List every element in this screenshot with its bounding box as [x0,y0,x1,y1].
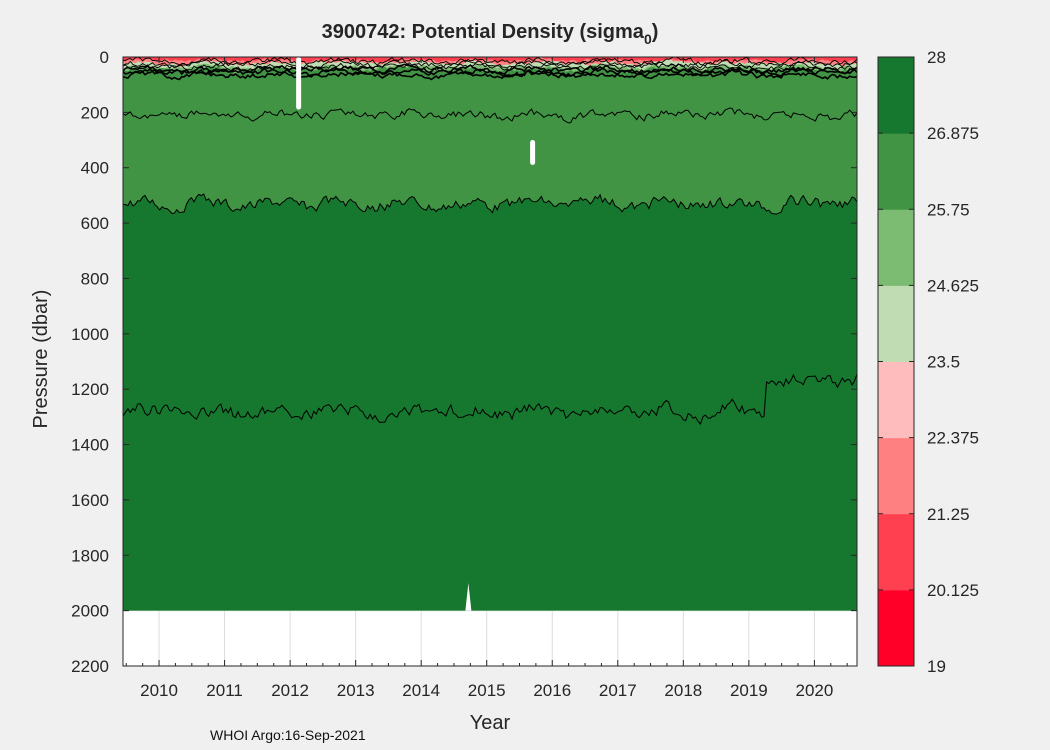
x-tick-label: 2010 [140,681,178,700]
surface-contour-line [122,58,858,69]
colorbar-tick-label: 22.375 [927,429,979,448]
surface-contour-line [122,56,858,67]
colorbar-segment [878,589,914,667]
plot-area [122,56,858,667]
x-tick-label: 2016 [533,681,571,700]
colorbar-tick-label: 21.25 [927,505,970,524]
x-tick-label: 2019 [730,681,768,700]
axes-box [122,56,858,667]
colorbar-tick-label: 24.625 [927,276,979,295]
surface-contour-line [122,68,858,81]
colorbar-segment [878,285,914,362]
y-tick-label: 600 [81,214,109,233]
y-tick-label: 1400 [71,436,109,455]
colorbar-segment [878,133,914,210]
data-gap [530,140,536,165]
y-tick-label: 1800 [71,546,109,565]
y-tick-label: 2000 [71,602,109,621]
colorbar-tick-label: 19 [927,657,946,676]
colorbar-segment [878,437,914,515]
footer-note: WHOI Argo:16-Sep-2021 [210,727,366,743]
colorbar-segment [878,513,914,591]
contour-line [122,107,858,124]
chart-title: 3900742: Potential Density (sigma0) [322,21,659,47]
contour-line [123,193,858,215]
y-tick-label: 800 [81,269,109,288]
y-tick-label: 1000 [71,325,109,344]
data-gap [465,582,472,611]
data-gap [296,57,302,110]
x-tick-label: 2013 [337,681,375,700]
colorbar-tick-label: 26.875 [927,124,979,143]
colorbar-segment [878,209,914,286]
colorbar-segment [878,57,914,134]
colorbar: 19 20.125 21.25 22.375 23.5 24.625 25.75 26.875… [877,48,979,676]
x-tick-label: 2020 [795,681,833,700]
y-tick-label: 400 [81,159,109,178]
surface-contour-line [122,66,858,78]
colorbar-tick-label: 20.125 [927,581,979,600]
y-tick-label: 200 [81,103,109,122]
x-tick-label: 2015 [468,681,506,700]
y-tick-label: 1600 [71,491,109,510]
colorbar-segment [878,361,914,439]
x-tick-label: 2018 [664,681,702,700]
y-axis-label: Pressure (dbar) [30,290,52,429]
y-tick-label: 2200 [71,657,109,676]
density-fill-layer [123,57,857,63]
colorbar-tick-label: 25.75 [927,200,970,219]
x-tick-label: 2011 [206,681,243,700]
x-axis-label: Year [470,712,511,734]
colorbar-tick-label: 28 [927,48,946,67]
y-tick-label: 0 [100,48,109,67]
x-tick-label: 2017 [599,681,637,700]
axes: 2010 2011 2012 2013 2014 2015 2016 2017 2018 2019… [71,48,858,700]
density-fill-band [123,67,857,215]
y-tick-label: 1200 [71,380,109,399]
x-tick-label: 2012 [271,681,309,700]
x-tick-label: 2014 [402,681,440,700]
colorbar-tick-label: 23.5 [927,353,960,372]
contour-line [122,373,858,425]
